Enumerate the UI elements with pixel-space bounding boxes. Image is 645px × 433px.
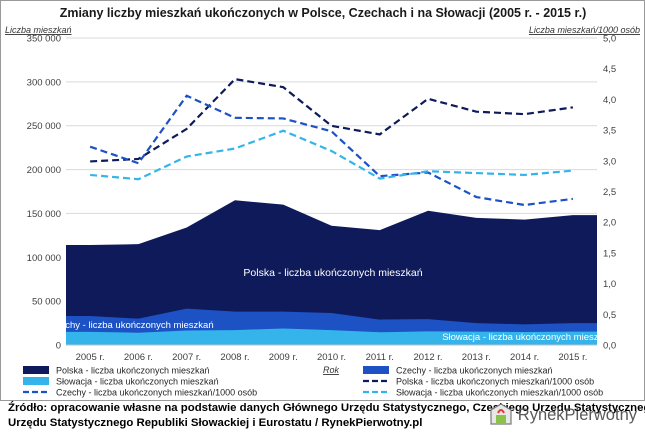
legend-swatch-2 [363, 366, 389, 374]
y-tick-right: 1,5 [603, 248, 616, 259]
area-series-3 [66, 328, 597, 345]
y-tick-right: 4,0 [603, 95, 616, 106]
legend-label-1: Polska - liczba ukończonych mieszkań [56, 366, 210, 376]
source-line-1: Źródło: opracowanie własne na podstawie … [8, 402, 645, 414]
legend-label-3: Słowacja - liczba ukończonych mieszkań [56, 377, 219, 387]
x-tick-label: 2013 r. [462, 352, 491, 363]
legend-label-4: Polska - liczba ukończonych mieszkań/100… [396, 377, 594, 387]
y-axis-right-title: Liczba mieszkań/1000 osób [529, 25, 640, 35]
x-tick-label: 2005 r. [76, 352, 105, 363]
y-tick-right: 0,0 [603, 341, 616, 352]
y-tick-right: 1,0 [603, 279, 616, 290]
area-series-1 [66, 200, 597, 345]
legend-swatch-3 [23, 377, 49, 385]
logo-text: RynekPierwotny [517, 405, 637, 424]
y-tick-left: 250 000 [27, 121, 61, 132]
area-label-slowacja: Słowacja - liczba ukończonych mieszkań [442, 332, 614, 343]
x-tick-label: 2008 r. [220, 352, 249, 363]
brand-logo: RynekPierwotny [488, 401, 637, 429]
legend-label-2: Czechy - liczba ukończonych mieszkań [396, 366, 553, 376]
area-label-polska: Polska - liczba ukończonych mieszkań [243, 267, 422, 279]
line-series-3 [90, 129, 573, 181]
y-tick-right: 3,0 [603, 156, 616, 167]
y-tick-right: 5,0 [603, 34, 616, 45]
logo-icon [488, 402, 514, 428]
y-tick-right: 4,5 [603, 64, 616, 75]
y-axis-left-title: Liczba mieszkań [5, 25, 72, 35]
x-tick-label: 2010 r. [317, 352, 346, 363]
x-tick-label: 2015 r. [558, 352, 587, 363]
x-tick-label: 2006 r. [124, 352, 153, 363]
source-line-2: Urzędu Statystycznego Republiki Słowacki… [8, 417, 423, 429]
x-tick-label: 2009 r. [269, 352, 298, 363]
y-tick-right: 3,5 [603, 126, 616, 137]
y-tick-right: 2,0 [603, 218, 616, 229]
x-tick-label: 2011 r. [366, 352, 394, 363]
chart-title: Zmiany liczby mieszkań ukończonych w Pol… [60, 6, 587, 20]
x-tick-label: 2012 r. [414, 352, 443, 363]
y-tick-right: 2,5 [603, 187, 616, 198]
chart-canvas: Zmiany liczby mieszkań ukończonych w Pol… [5, 6, 640, 398]
y-tick-left: 100 000 [27, 253, 61, 264]
y-tick-left: 0 [56, 341, 61, 352]
y-tick-left: 150 000 [27, 209, 61, 220]
y-tick-right: 0,5 [603, 310, 616, 321]
x-axis-title: Rok [323, 365, 340, 375]
y-tick-left: 350 000 [27, 34, 61, 45]
legend-swatch-1 [23, 366, 49, 374]
legend-label-5: Czechy - liczba ukończonych mieszkań/100… [56, 388, 257, 398]
line-series-1 [90, 77, 574, 163]
y-tick-left: 50 000 [32, 297, 61, 308]
area-label-czechy: Czechy - liczba ukończonych mieszkań [48, 320, 213, 331]
y-tick-left: 200 000 [27, 165, 61, 176]
y-tick-left: 300 000 [27, 77, 61, 88]
x-tick-label: 2014 r. [510, 352, 539, 363]
x-tick-label: 2007 r. [172, 352, 201, 363]
legend-label-6: Słowacja - liczba ukończonych mieszkań/1… [396, 388, 603, 398]
chart-frame: Zmiany liczby mieszkań ukończonych w Pol… [0, 0, 645, 401]
